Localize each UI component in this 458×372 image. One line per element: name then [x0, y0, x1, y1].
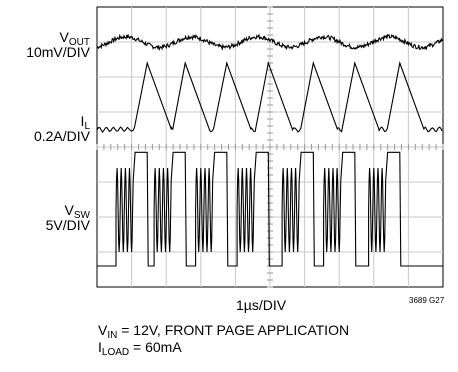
- vout-channel-label: VOUT 10mV/DIV: [26, 30, 90, 60]
- condition-vin-text: = 12V, FRONT PAGE APPLICATION: [117, 322, 350, 338]
- condition-iload-main: I: [98, 339, 102, 355]
- vout-name: V: [59, 29, 69, 45]
- il-channel-label: IL 0.2A/DIV: [34, 114, 90, 144]
- condition-vin-sub: IN: [107, 330, 118, 341]
- vout-subscript: OUT: [68, 37, 90, 48]
- vout-scale: 10mV/DIV: [26, 44, 90, 60]
- il-name: I: [80, 113, 85, 129]
- il-subscript: L: [84, 121, 90, 132]
- condition-vin-main: V: [98, 322, 108, 338]
- figure-id: 3689 G27: [409, 296, 445, 305]
- vsw-subscript: SW: [73, 210, 90, 221]
- vsw-scale: 5V/DIV: [45, 217, 90, 233]
- vsw-trace: [97, 151, 443, 267]
- condition-iload-text: = 60mA: [129, 339, 182, 355]
- vsw-channel-label: VSW 5V/DIV: [46, 203, 90, 233]
- vsw-name: V: [64, 202, 74, 218]
- il-scale: 0.2A/DIV: [33, 128, 90, 144]
- x-scale-label: 1µs/DIV: [236, 297, 287, 313]
- conditions: VIN = 12V, FRONT PAGE APPLICATION ILOAD …: [98, 322, 350, 358]
- il-trace: [96, 60, 443, 134]
- condition-iload-sub: LOAD: [101, 347, 130, 358]
- vout-trace: [96, 33, 444, 52]
